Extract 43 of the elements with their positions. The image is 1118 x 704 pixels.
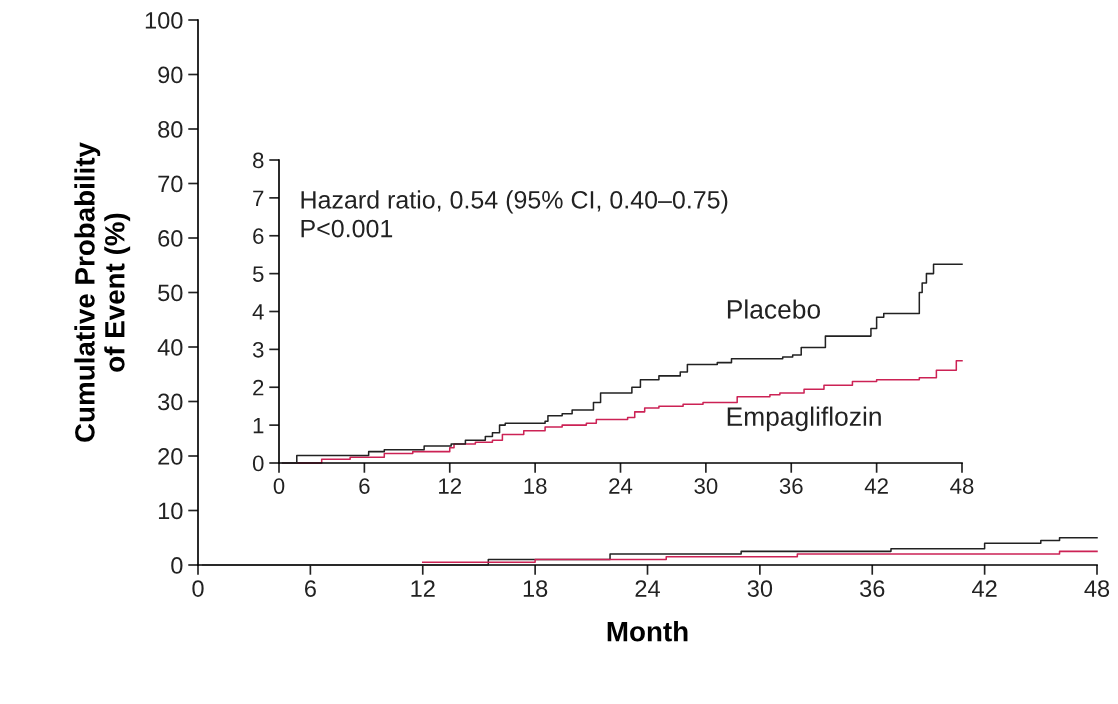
- x-tick-label: 18: [524, 478, 547, 494]
- x-tick-label: 30: [747, 580, 773, 597]
- x-tick-label: 24: [609, 478, 633, 494]
- y-tick-label: 7: [253, 190, 264, 206]
- y-tick-label: 1: [253, 417, 264, 434]
- x-axis-title: Month: [607, 621, 688, 642]
- annotation: Hazard ratio, 0.54 (95% CI, 0.40–0.75) P<0.001: [301, 190, 728, 238]
- x-tick-label: 48: [950, 478, 974, 494]
- y-tick-label: 30: [158, 393, 183, 411]
- x-tick-label: 48: [1084, 580, 1110, 597]
- y-tick-label: 50: [158, 284, 183, 302]
- y-tick-label: 40: [157, 339, 183, 356]
- x-tick-label: 18: [523, 580, 548, 597]
- x-tick-label: 30: [694, 478, 718, 494]
- x-tick-label: 0: [273, 478, 285, 494]
- x-tick-label: 12: [411, 580, 435, 597]
- y-tick-label: 5: [252, 266, 264, 282]
- y-tick-label: 0: [171, 557, 183, 574]
- y-tick-label: 0: [252, 455, 264, 472]
- y-tick-label: 10: [158, 502, 183, 520]
- x-tick-label: 36: [860, 580, 885, 597]
- y-tick-label: 80: [158, 121, 183, 138]
- y-tick-label: 70: [158, 175, 183, 193]
- y-tick-label: 6: [253, 228, 264, 245]
- series-label: Empagliflozin: [727, 406, 881, 432]
- y-tick-label: 4: [252, 304, 264, 320]
- x-tick-label: 6: [359, 478, 370, 494]
- y-tick-label: 2: [253, 379, 264, 396]
- y-tick-label: 8: [253, 152, 264, 169]
- x-tick-label: 42: [972, 580, 997, 597]
- series-label: Placebo: [727, 299, 821, 319]
- y-tick-label: 3: [252, 341, 264, 358]
- y-axis-title: Cumulative Probability of Event (%): [74, 142, 131, 442]
- y-tick-label: 90: [158, 66, 183, 84]
- x-tick-label: 6: [305, 580, 316, 597]
- y-tick-label: 100: [145, 12, 183, 29]
- x-tick-label: 42: [864, 478, 888, 494]
- x-tick-label: 12: [439, 478, 461, 494]
- y-tick-label: 20: [158, 448, 183, 465]
- x-tick-label: 0: [192, 580, 204, 597]
- x-tick-label: 36: [779, 478, 803, 494]
- y-tick-label: 60: [158, 230, 183, 247]
- x-tick-label: 24: [635, 580, 660, 597]
